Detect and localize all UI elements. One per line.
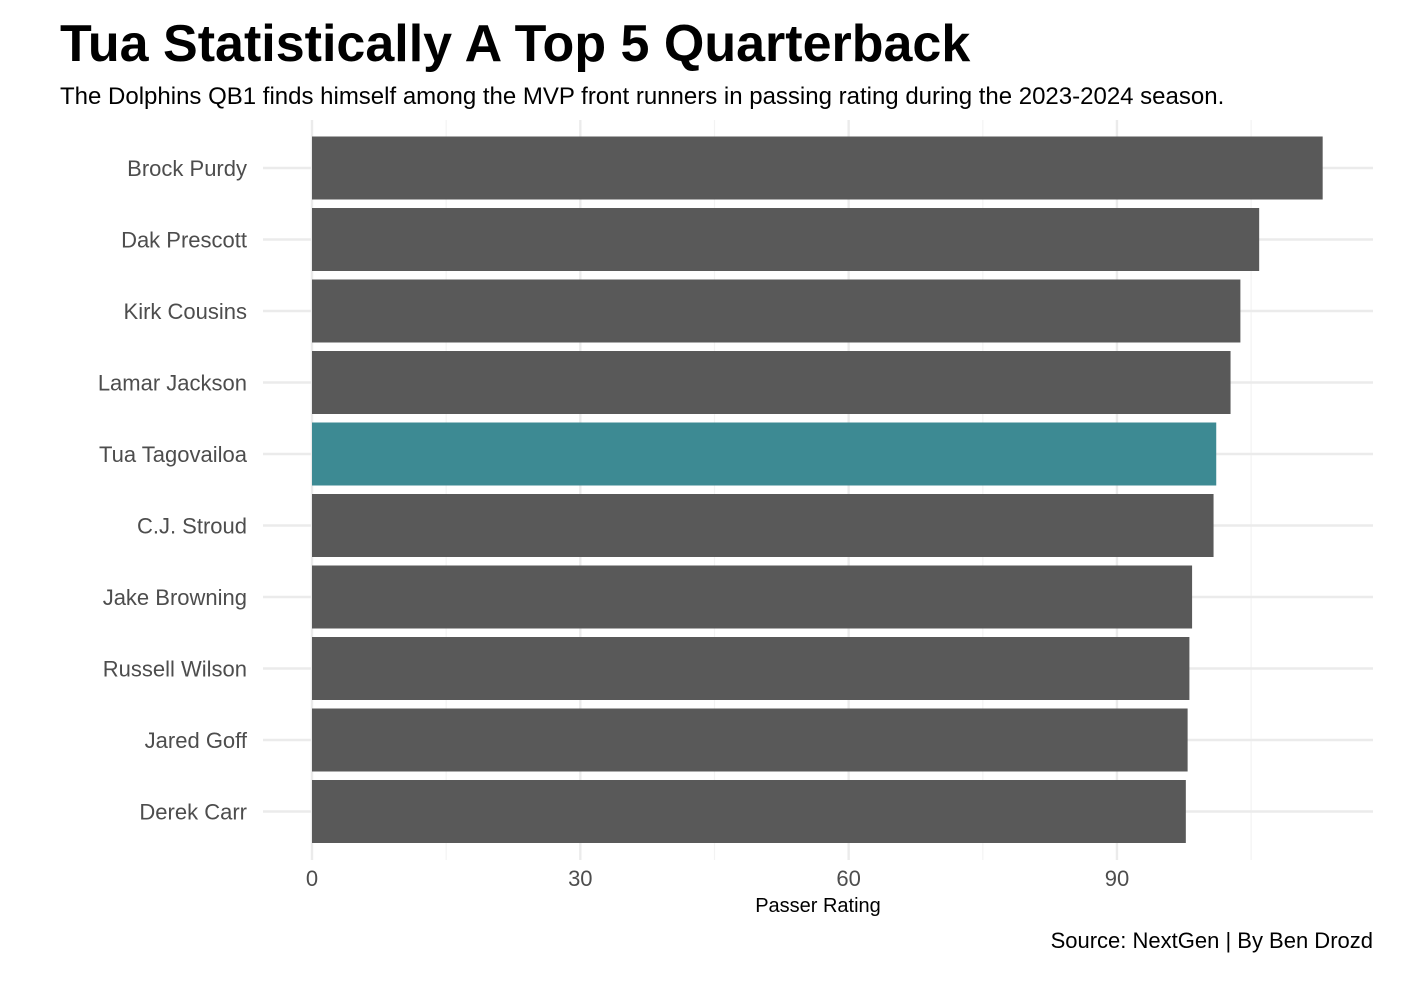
bar-highlight bbox=[312, 422, 1217, 486]
chart-title: Tua Statistically A Top 5 Quarterback bbox=[60, 15, 970, 73]
x-tick-label: 0 bbox=[306, 866, 318, 891]
bar bbox=[312, 708, 1188, 772]
chart-subtitle: The Dolphins QB1 finds himself among the… bbox=[60, 83, 1224, 110]
bar bbox=[312, 494, 1214, 557]
category-label: Dak Prescott bbox=[121, 228, 247, 253]
x-tick-label: 30 bbox=[568, 866, 592, 891]
category-label: Lamar Jackson bbox=[98, 371, 247, 396]
bar bbox=[312, 351, 1231, 414]
x-tick-label: 90 bbox=[1105, 866, 1129, 891]
bar bbox=[312, 136, 1323, 200]
category-label: Jared Goff bbox=[145, 728, 248, 753]
bar bbox=[312, 279, 1241, 343]
chart-caption: Source: NextGen | By Ben Drozd bbox=[1051, 928, 1373, 953]
category-label: Derek Carr bbox=[139, 800, 247, 825]
category-label: Brock Purdy bbox=[127, 156, 247, 181]
category-label: C.J. Stroud bbox=[137, 514, 247, 539]
category-label: Jake Browning bbox=[103, 585, 247, 610]
category-label: Tua Tagovailoa bbox=[99, 442, 248, 467]
x-tick-label: 60 bbox=[836, 866, 860, 891]
bars bbox=[312, 136, 1323, 843]
category-labels: Brock Purdy Dak Prescott Kirk Cousins Lamar… bbox=[98, 156, 248, 825]
bar bbox=[312, 565, 1193, 629]
x-tick-labels: 0 30 60 90 bbox=[306, 866, 1129, 891]
category-label: Russell Wilson bbox=[103, 657, 247, 682]
bar bbox=[312, 208, 1260, 271]
bar bbox=[312, 780, 1186, 843]
bar bbox=[312, 637, 1190, 700]
x-axis-title: Passer Rating bbox=[755, 895, 881, 917]
category-label: Kirk Cousins bbox=[124, 299, 247, 324]
